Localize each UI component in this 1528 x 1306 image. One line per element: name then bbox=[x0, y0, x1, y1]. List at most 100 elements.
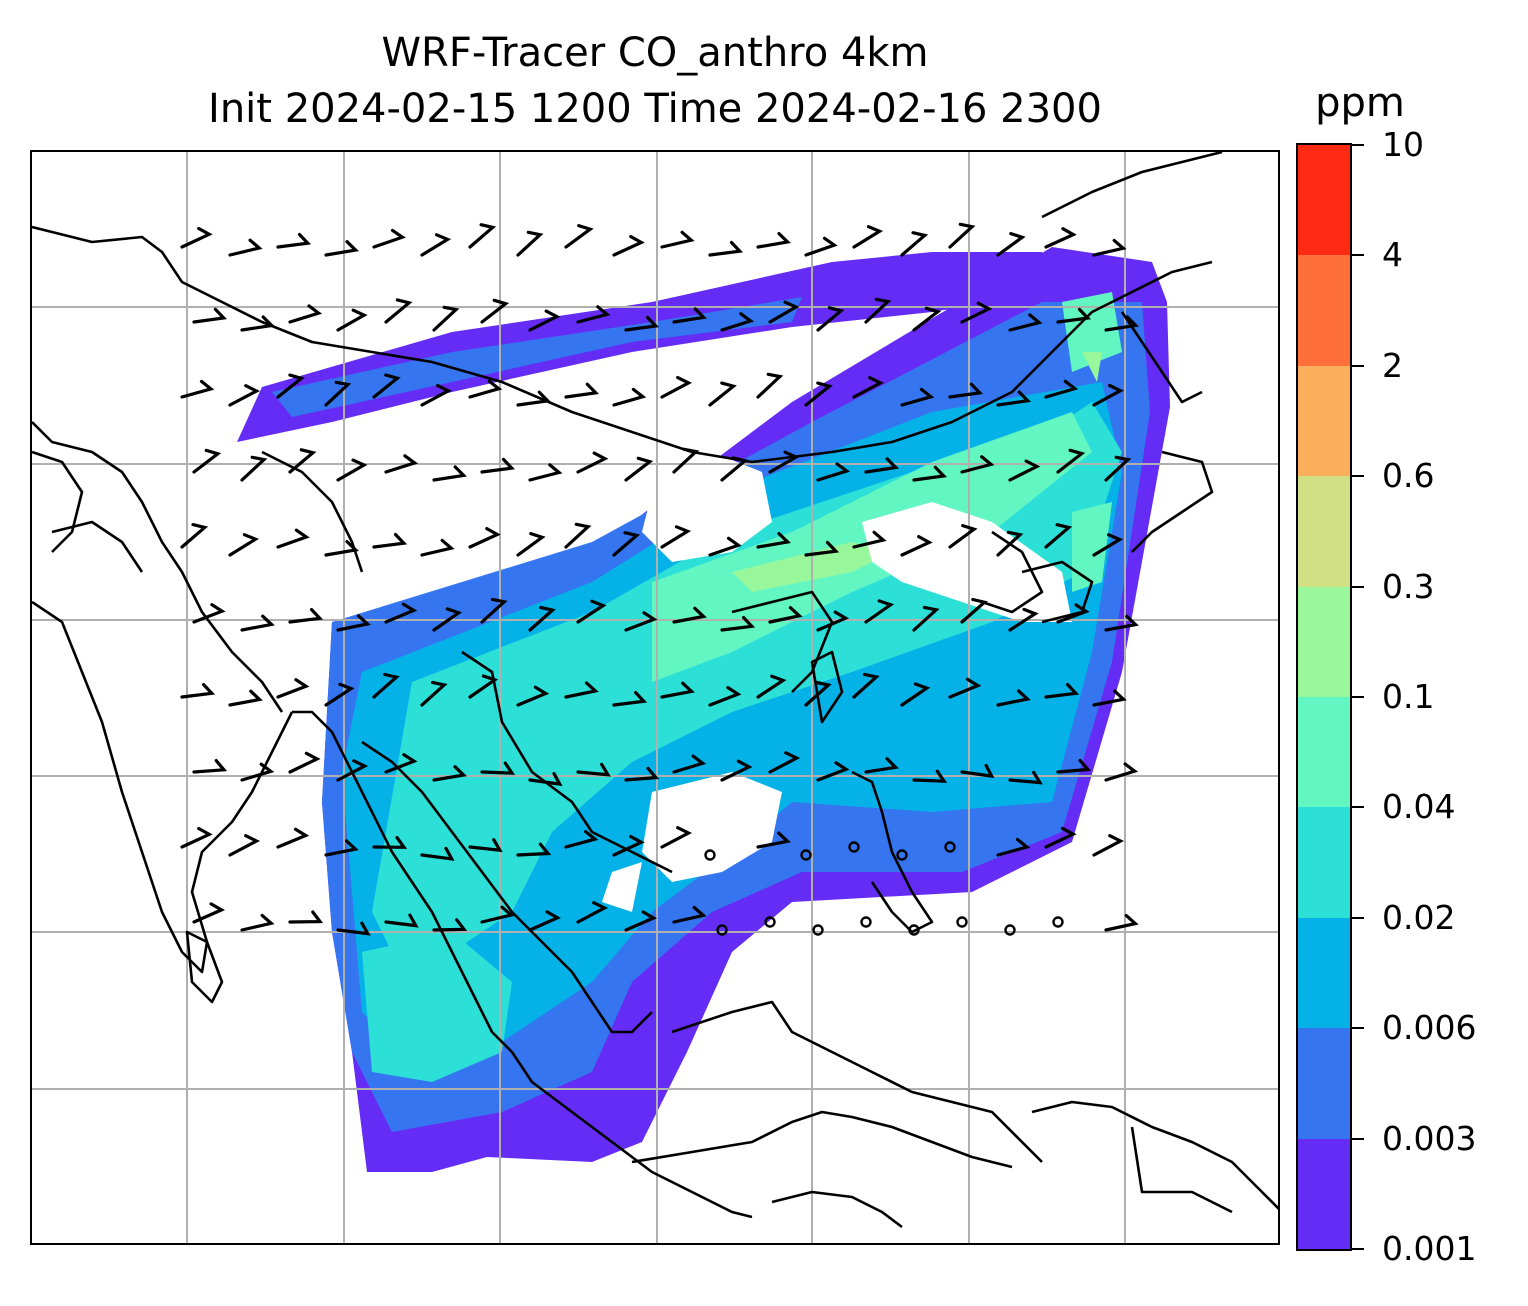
colorbar-tick-mark bbox=[1352, 254, 1364, 257]
wind-barb bbox=[1092, 834, 1125, 857]
colorbar-tick-label: 4 bbox=[1382, 235, 1403, 275]
colorbar-tick-mark bbox=[1352, 1027, 1364, 1030]
wind-barb bbox=[1092, 533, 1124, 557]
wind-barb bbox=[576, 599, 607, 624]
colorbar-segment bbox=[1298, 144, 1350, 256]
wind-barb bbox=[672, 606, 707, 624]
calm-wind-circle bbox=[944, 841, 956, 853]
wind-barb bbox=[900, 387, 935, 407]
wind-barb bbox=[900, 231, 929, 257]
wind-barb bbox=[996, 530, 1024, 557]
coastline bbox=[32, 600, 294, 974]
wind-barb bbox=[276, 373, 305, 399]
wind-barb bbox=[336, 759, 369, 782]
colorbar-segment bbox=[1298, 1138, 1350, 1249]
wind-barb bbox=[756, 532, 791, 549]
wind-barb bbox=[864, 599, 895, 624]
wind-barb bbox=[288, 448, 317, 474]
calm-wind-circle bbox=[1052, 916, 1064, 928]
wind-barb bbox=[624, 611, 658, 632]
tracer-contour bbox=[1072, 502, 1112, 592]
wind-barb bbox=[480, 457, 516, 474]
wind-barb bbox=[180, 826, 213, 849]
wind-barb bbox=[1044, 683, 1080, 699]
tracer-field bbox=[237, 247, 1170, 1172]
wind-barb bbox=[180, 523, 209, 549]
colorbar-tick-mark bbox=[1352, 475, 1364, 478]
colorbar-segment bbox=[1298, 807, 1350, 918]
wind-barb bbox=[468, 527, 501, 549]
wind-barb bbox=[564, 224, 594, 249]
wind-barb bbox=[336, 614, 371, 632]
wind-barb bbox=[528, 910, 561, 932]
wind-barb bbox=[900, 535, 933, 557]
wind-barb bbox=[768, 606, 803, 624]
coastline bbox=[510, 1051, 753, 1219]
wind-barb bbox=[516, 230, 544, 257]
wind-barb bbox=[708, 381, 737, 407]
calm-wind-circle bbox=[1004, 924, 1016, 936]
wind-barb bbox=[768, 751, 801, 774]
colorbar-tick-label: 0.001 bbox=[1382, 1229, 1477, 1268]
coastline bbox=[261, 450, 364, 573]
wind-barb bbox=[420, 538, 455, 557]
colorbar-segment bbox=[1298, 696, 1350, 808]
wind-barb bbox=[420, 846, 455, 861]
coastline bbox=[731, 590, 834, 693]
wind-barb bbox=[1092, 689, 1127, 707]
calm-wind-circle bbox=[764, 916, 776, 928]
wind-barb bbox=[468, 223, 497, 249]
wind-barb bbox=[480, 905, 515, 924]
calm-wind-circle bbox=[812, 924, 824, 936]
colorbar-tick-mark bbox=[1352, 1248, 1364, 1250]
wind-barb bbox=[384, 602, 418, 624]
wind-barb bbox=[864, 297, 892, 324]
colorbar-segment bbox=[1298, 365, 1350, 477]
coastline bbox=[32, 450, 84, 553]
wind-barb bbox=[948, 222, 976, 249]
wind-barb bbox=[336, 921, 371, 936]
wind-barb bbox=[804, 236, 838, 257]
wind-barb bbox=[228, 533, 260, 557]
wind-barb bbox=[720, 456, 749, 482]
wind-barb bbox=[708, 536, 742, 557]
wind-barb bbox=[240, 455, 268, 482]
coastline bbox=[851, 770, 934, 934]
map-panel bbox=[30, 150, 1280, 1245]
wind-barb bbox=[1104, 614, 1139, 632]
wind-barb bbox=[564, 382, 600, 399]
wind-barb bbox=[420, 233, 452, 257]
gridlines bbox=[32, 152, 1278, 1243]
wind-barb bbox=[240, 614, 275, 632]
wind-barb bbox=[912, 465, 948, 482]
wind-barb bbox=[720, 616, 756, 632]
coastline bbox=[1021, 560, 1094, 624]
wind-barb bbox=[432, 465, 467, 482]
coastline bbox=[32, 225, 1213, 464]
wind-barb bbox=[1104, 762, 1139, 782]
wind-barb bbox=[324, 839, 359, 857]
wind-barb bbox=[756, 674, 787, 699]
wind-barb bbox=[276, 827, 310, 849]
map-title: WRF-Tracer CO_anthro 4km bbox=[381, 30, 929, 76]
wind-barb bbox=[660, 681, 695, 699]
colorbar-tick-label: 2 bbox=[1382, 345, 1403, 385]
wind-barb bbox=[612, 531, 641, 557]
wind-barb bbox=[1056, 758, 1092, 774]
calm-wind-circle bbox=[704, 849, 716, 861]
wind-barb bbox=[1104, 914, 1139, 932]
tracer-contour bbox=[1082, 352, 1102, 382]
wind-barb bbox=[192, 448, 222, 474]
wind-barb bbox=[1056, 603, 1090, 624]
wind-barb bbox=[756, 232, 791, 249]
wind-barb bbox=[528, 605, 556, 632]
wind-barb bbox=[660, 826, 693, 849]
wind-barb bbox=[288, 910, 324, 924]
wind-barbs bbox=[180, 222, 1139, 936]
wind-barb bbox=[624, 910, 658, 932]
coastline bbox=[771, 1190, 903, 1229]
coastline bbox=[1131, 450, 1214, 553]
wind-barb bbox=[420, 680, 448, 707]
colorbar-tick-mark bbox=[1352, 1137, 1364, 1140]
wind-barb bbox=[228, 384, 261, 407]
